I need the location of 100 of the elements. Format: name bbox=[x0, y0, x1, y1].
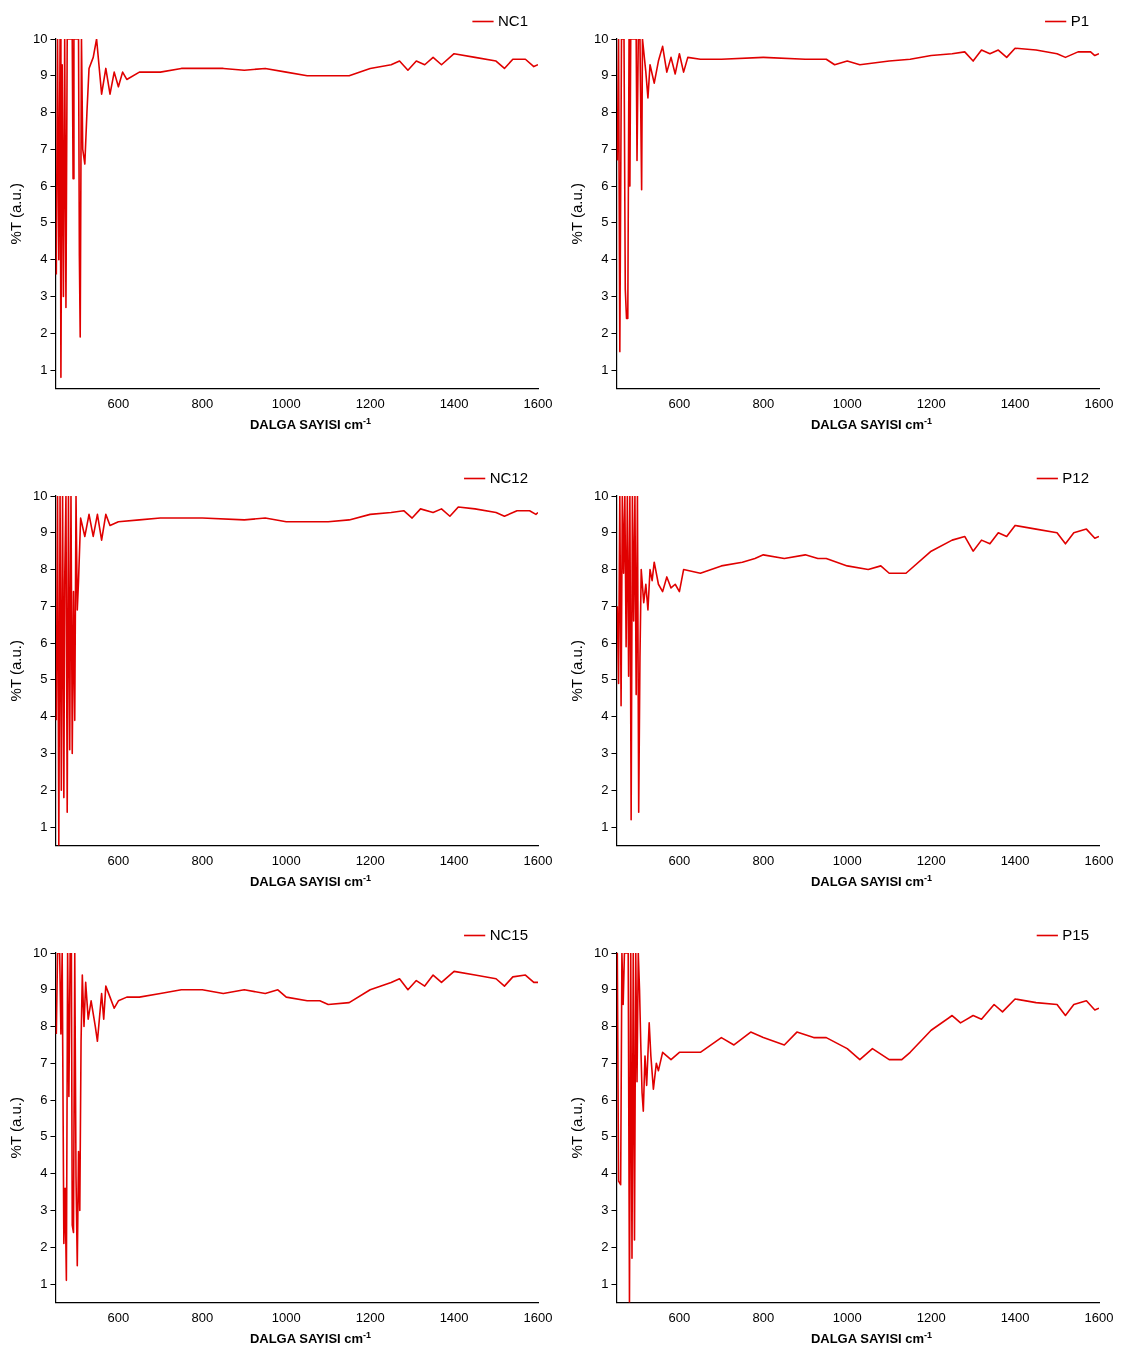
y-tick-label: 2 bbox=[601, 781, 609, 797]
y-tick-label: 5 bbox=[601, 671, 609, 687]
y-tick-label: 7 bbox=[601, 140, 609, 156]
y-tick-label: 3 bbox=[40, 1202, 48, 1218]
y-tick-label: 8 bbox=[601, 1018, 609, 1034]
y-tick-label: 10 bbox=[32, 944, 48, 960]
x-axis-title: DALGA SAYISI cm$^{-1}$ bbox=[809, 873, 934, 890]
legend-label: P12 bbox=[1062, 468, 1090, 486]
y-tick-label: 9 bbox=[601, 67, 609, 83]
y-tick-label: 4 bbox=[40, 708, 48, 724]
legend-label: NC1 bbox=[497, 11, 529, 29]
y-tick-label: 7 bbox=[601, 597, 609, 613]
legend-label: NC15 bbox=[489, 925, 529, 943]
y-tick-label: 10 bbox=[593, 30, 609, 46]
y-tick-label: 5 bbox=[601, 1128, 609, 1144]
x-tick-label: 1200 bbox=[355, 852, 385, 868]
y-tick-label: 9 bbox=[601, 524, 609, 540]
y-tick-label: 7 bbox=[40, 597, 48, 613]
x-tick-label: 600 bbox=[668, 852, 691, 868]
y-tick-label: 2 bbox=[40, 324, 48, 340]
y-tick-label: 1 bbox=[40, 361, 48, 377]
y-tick-label: 7 bbox=[40, 1054, 48, 1070]
y-tick-label: 3 bbox=[601, 288, 609, 304]
x-tick-label: 1600 bbox=[1084, 1309, 1114, 1325]
x-tick-label: 1200 bbox=[355, 395, 385, 411]
y-tick-label: 8 bbox=[601, 561, 609, 577]
x-tick-label: 1000 bbox=[271, 1309, 301, 1325]
x-tick-label: 1000 bbox=[832, 395, 862, 411]
x-tick-label: 1000 bbox=[271, 852, 301, 868]
x-tick-label: 1000 bbox=[832, 1309, 862, 1325]
y-tick-label: 2 bbox=[40, 1238, 48, 1254]
y-tick-label: 6 bbox=[40, 177, 48, 193]
x-tick-label: 1200 bbox=[916, 395, 946, 411]
x-tick-label: 1400 bbox=[1000, 395, 1030, 411]
x-tick-label: 1400 bbox=[439, 852, 469, 868]
y-tick-label: 3 bbox=[601, 1202, 609, 1218]
y-axis-title: %T (a.u.) bbox=[568, 182, 586, 245]
y-tick-label: 6 bbox=[601, 177, 609, 193]
y-tick-label: 1 bbox=[601, 818, 609, 834]
y-tick-label: 7 bbox=[601, 1054, 609, 1070]
y-tick-label: 2 bbox=[40, 781, 48, 797]
legend-label: P1 bbox=[1070, 11, 1090, 29]
y-tick-label: 4 bbox=[40, 251, 48, 267]
y-axis-title: %T (a.u.) bbox=[568, 1096, 586, 1159]
x-tick-label: 600 bbox=[107, 852, 130, 868]
y-axis-title: %T (a.u.) bbox=[7, 182, 25, 245]
y-tick-label: 5 bbox=[40, 671, 48, 687]
y-tick-label: 3 bbox=[40, 288, 48, 304]
x-axis-title: DALGA SAYISI cm$^{-1}$ bbox=[809, 1330, 934, 1347]
x-axis-title: DALGA SAYISI cm$^{-1}$ bbox=[248, 873, 373, 890]
x-tick-label: 1400 bbox=[1000, 1309, 1030, 1325]
x-tick-label: 800 bbox=[752, 852, 775, 868]
x-tick-label: 1200 bbox=[355, 1309, 385, 1325]
y-tick-label: 5 bbox=[40, 1128, 48, 1144]
x-tick-label: 1600 bbox=[523, 1309, 553, 1325]
x-tick-label: 1400 bbox=[439, 395, 469, 411]
y-tick-label: 6 bbox=[601, 1091, 609, 1107]
x-tick-label: 800 bbox=[191, 1309, 214, 1325]
x-axis-title: DALGA SAYISI cm$^{-1}$ bbox=[809, 416, 934, 433]
y-axis-title: %T (a.u.) bbox=[7, 1096, 25, 1159]
y-tick-label: 9 bbox=[40, 67, 48, 83]
y-tick-label: 7 bbox=[40, 140, 48, 156]
x-axis-title: DALGA SAYISI cm$^{-1}$ bbox=[248, 1330, 373, 1347]
y-tick-label: 5 bbox=[601, 214, 609, 230]
y-tick-label: 10 bbox=[593, 487, 609, 503]
x-tick-label: 1400 bbox=[439, 1309, 469, 1325]
x-tick-label: 1600 bbox=[1084, 395, 1114, 411]
y-tick-label: 4 bbox=[601, 251, 609, 267]
legend-label: P15 bbox=[1062, 925, 1090, 943]
y-tick-label: 3 bbox=[40, 745, 48, 761]
y-tick-label: 1 bbox=[601, 1275, 609, 1291]
y-tick-label: 6 bbox=[40, 634, 48, 650]
y-tick-label: 8 bbox=[40, 561, 48, 577]
y-tick-label: 2 bbox=[601, 324, 609, 340]
x-tick-label: 800 bbox=[752, 395, 775, 411]
x-tick-label: 600 bbox=[107, 1309, 130, 1325]
legend-label: NC12 bbox=[489, 468, 529, 486]
y-tick-label: 3 bbox=[601, 745, 609, 761]
y-tick-label: 9 bbox=[601, 981, 609, 997]
y-tick-label: 2 bbox=[601, 1238, 609, 1254]
x-tick-label: 1200 bbox=[916, 1309, 946, 1325]
y-tick-label: 9 bbox=[40, 524, 48, 540]
y-tick-label: 1 bbox=[601, 361, 609, 377]
y-tick-label: 10 bbox=[32, 487, 48, 503]
y-tick-label: 8 bbox=[40, 104, 48, 120]
y-tick-label: 1 bbox=[40, 818, 48, 834]
x-tick-label: 800 bbox=[752, 1309, 775, 1325]
x-tick-label: 800 bbox=[191, 395, 214, 411]
x-tick-label: 800 bbox=[191, 852, 214, 868]
y-tick-label: 1 bbox=[40, 1275, 48, 1291]
y-tick-label: 10 bbox=[32, 30, 48, 46]
y-tick-label: 6 bbox=[601, 634, 609, 650]
y-axis-title: %T (a.u.) bbox=[7, 639, 25, 702]
y-tick-label: 4 bbox=[40, 1165, 48, 1181]
y-tick-label: 10 bbox=[593, 944, 609, 960]
y-axis-title: %T (a.u.) bbox=[568, 639, 586, 702]
x-tick-label: 600 bbox=[668, 1309, 691, 1325]
x-tick-label: 1600 bbox=[523, 395, 553, 411]
x-axis-title: DALGA SAYISI cm$^{-1}$ bbox=[248, 416, 373, 433]
y-tick-label: 6 bbox=[40, 1091, 48, 1107]
